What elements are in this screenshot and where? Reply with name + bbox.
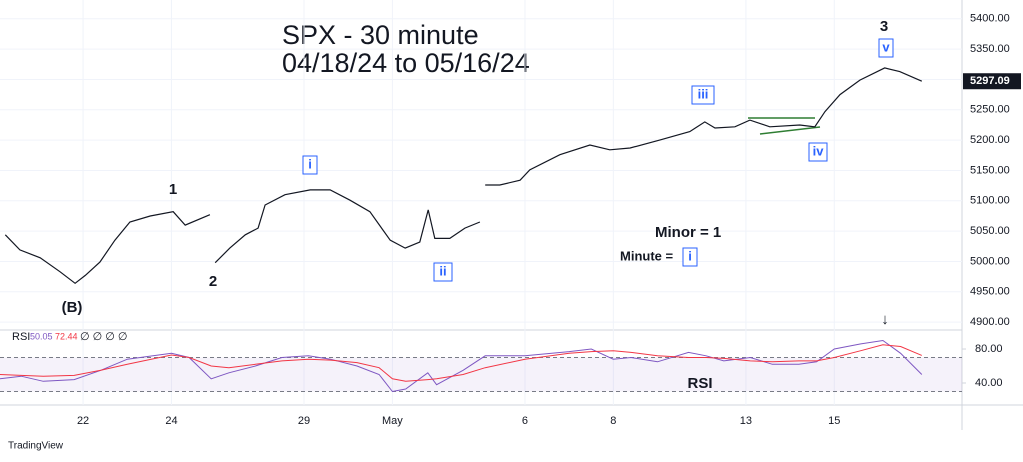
legend-value: 72.44 bbox=[55, 331, 78, 341]
y-tick-label: 5050.00 bbox=[970, 225, 1010, 237]
y-tick-label: 5400.00 bbox=[970, 13, 1010, 25]
wave-box bbox=[878, 38, 894, 58]
panel-label: RSI bbox=[687, 375, 712, 392]
y-tick-label: 80.00 bbox=[975, 343, 1003, 355]
wave-box bbox=[302, 155, 318, 175]
x-tick-label: 24 bbox=[165, 415, 177, 427]
wave-label: i bbox=[688, 248, 692, 263]
wave-label: 3 bbox=[880, 18, 888, 35]
wave-label: v bbox=[882, 39, 890, 54]
wave-label: ↓ bbox=[881, 311, 889, 328]
x-tick-label: May bbox=[382, 415, 403, 427]
y-tick-label: 5200.00 bbox=[970, 134, 1010, 146]
y-tick-label: 5350.00 bbox=[970, 43, 1010, 55]
wave-label: 2 bbox=[209, 273, 217, 290]
wave-label: iii bbox=[698, 86, 709, 101]
y-tick-label: 5000.00 bbox=[970, 255, 1010, 267]
y-tick-label: 5150.00 bbox=[970, 164, 1010, 176]
wave-label: iv bbox=[813, 143, 825, 158]
price-tag-label: 5297.09 bbox=[970, 75, 1010, 87]
chart-title: SPX - 30 minute bbox=[282, 20, 479, 50]
x-tick-label: 13 bbox=[740, 415, 752, 427]
y-tick-label: 5100.00 bbox=[970, 195, 1010, 207]
logo-text: TradingView bbox=[8, 441, 64, 452]
trendline bbox=[759, 126, 821, 135]
x-tick-label: 22 bbox=[77, 415, 89, 427]
price-tag bbox=[963, 73, 1021, 90]
y-tick-label: 4950.00 bbox=[970, 286, 1010, 298]
chart-subtitle: 04/18/24 to 05/16/24 bbox=[282, 48, 530, 78]
x-tick-label: 29 bbox=[298, 415, 310, 427]
wave-label: (B) bbox=[62, 299, 83, 316]
line bbox=[4, 67, 923, 285]
wave-label: 1 bbox=[169, 181, 177, 198]
x-tick-label: 15 bbox=[828, 415, 840, 427]
key-label: Minor = 1 bbox=[655, 224, 721, 241]
wave-label: i bbox=[308, 156, 312, 171]
y-tick-label: 5250.00 bbox=[970, 104, 1010, 116]
x-tick-label: 6 bbox=[522, 415, 528, 427]
rsi-band bbox=[0, 357, 962, 392]
line bbox=[0, 344, 922, 382]
legend-value: 50.05 bbox=[30, 331, 53, 341]
line bbox=[0, 339, 923, 393]
wave-box bbox=[691, 85, 715, 105]
wave-box bbox=[808, 142, 828, 162]
legend-extra: ∅ ∅ ∅ ∅ bbox=[80, 331, 128, 343]
wave-box bbox=[433, 262, 453, 282]
x-tick-label: 8 bbox=[610, 415, 616, 427]
y-tick-label: 40.00 bbox=[975, 377, 1003, 389]
key-label: Minute = bbox=[620, 248, 673, 263]
legend-label: RSI bbox=[12, 331, 30, 343]
wave-label: ii bbox=[439, 263, 446, 278]
wave-box bbox=[682, 247, 698, 267]
y-tick-label: 4900.00 bbox=[970, 316, 1010, 328]
